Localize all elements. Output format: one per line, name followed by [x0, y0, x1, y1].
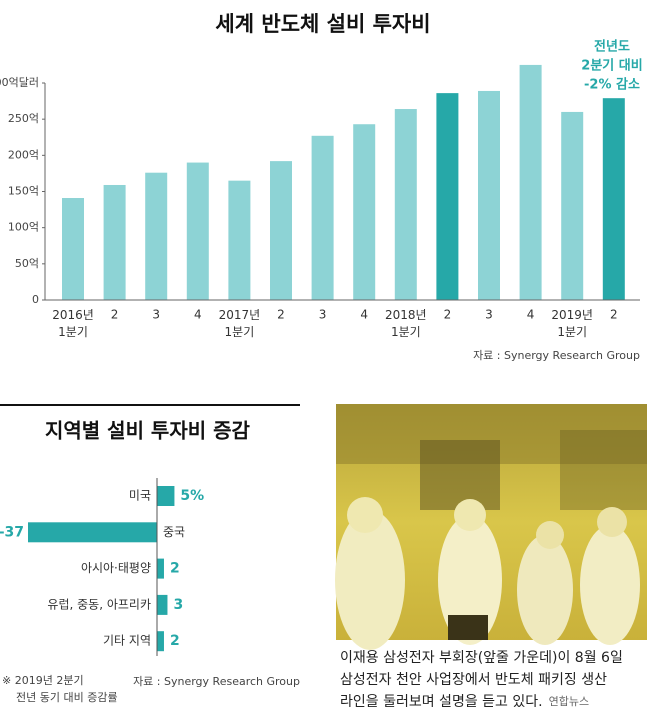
credit: 연합뉴스 [549, 695, 589, 707]
value-label: 2 [170, 561, 180, 577]
y-tick-label: 50억 [15, 257, 39, 270]
bar [519, 64, 542, 301]
value-label: 3 [173, 597, 183, 613]
bar [157, 594, 168, 615]
x-tick-label: 2018년 1분기 [385, 308, 427, 339]
category-label: 중국 [163, 525, 185, 539]
bar [436, 93, 459, 300]
x-tick-label: 2 [610, 308, 618, 322]
bar [157, 558, 164, 579]
annotation: 2분기 대비 [581, 59, 642, 74]
chart-title: 세계 반도체 설비 투자비 [215, 12, 430, 36]
caption: 삼성전자 천안 사업장에서 반도체 패키징 생산 [340, 672, 607, 688]
caption: 라인을 둘러보며 설명을 듣고 있다. 연합뉴스 [340, 694, 589, 707]
bar [228, 180, 251, 300]
annotation: -2% 감소 [584, 78, 640, 93]
y-tick-label: 300억달러 [0, 76, 39, 89]
x-tick-label: 3 [485, 308, 493, 322]
bar [478, 90, 500, 300]
y-tick-label: 200억 [8, 148, 39, 161]
bar [157, 486, 175, 506]
category-label: 유럽, 중동, 아프리카 [47, 597, 151, 611]
y-tick-label: 250억 [8, 112, 39, 125]
category-label: 기타 지역 [103, 634, 151, 648]
x-tick-label: 2016년 1분기 [52, 308, 94, 339]
annotation: 전년도 [594, 39, 630, 55]
bar [28, 522, 157, 543]
bar [602, 98, 625, 300]
caption: 라인을 둘러보며 설명을 듣고 있다. [340, 694, 543, 707]
x-tick-label: 2 [444, 308, 452, 322]
source: 자료 : Synergy Research Group [133, 675, 300, 688]
value-label: -37 [0, 524, 24, 540]
note: 전년 동기 대비 증감률 [16, 691, 118, 704]
x-tick-label: 2 [277, 308, 285, 322]
source: 자료 : Synergy Research Group [473, 349, 640, 362]
value-label: 2 [170, 633, 180, 649]
x-tick-label: 4 [527, 308, 535, 322]
bar [157, 631, 164, 652]
bar [311, 135, 334, 300]
category-label: 아시아·태평양 [81, 561, 151, 575]
bar [270, 161, 292, 300]
x-tick-label: 3 [319, 308, 327, 322]
bar [353, 124, 376, 300]
x-tick-label: 3 [152, 308, 160, 322]
photo [335, 404, 647, 650]
bar [186, 162, 209, 300]
x-tick-label: 2017년 1분기 [219, 308, 261, 339]
x-tick-label: 4 [360, 308, 368, 322]
bar [561, 111, 584, 300]
bar [62, 198, 84, 300]
x-tick-label: 2019년 1분기 [551, 308, 593, 339]
bar [103, 184, 126, 300]
chart-title: 지역별 설비 투자비 증감 [45, 419, 250, 443]
y-tick-label: 100억 [8, 221, 39, 234]
y-tick-label: 0 [32, 293, 39, 306]
caption: 이재용 삼성전자 부회장(앞줄 가운데)이 8월 6일 [340, 650, 623, 666]
note: ※ 2019년 2분기 [2, 674, 84, 687]
y-tick-label: 150억 [8, 185, 39, 198]
x-tick-label: 2 [111, 308, 119, 322]
value-label: 5% [180, 488, 204, 504]
bar [145, 172, 168, 300]
bar [394, 109, 417, 300]
category-label: 미국 [129, 489, 151, 503]
x-tick-label: 4 [194, 308, 202, 322]
